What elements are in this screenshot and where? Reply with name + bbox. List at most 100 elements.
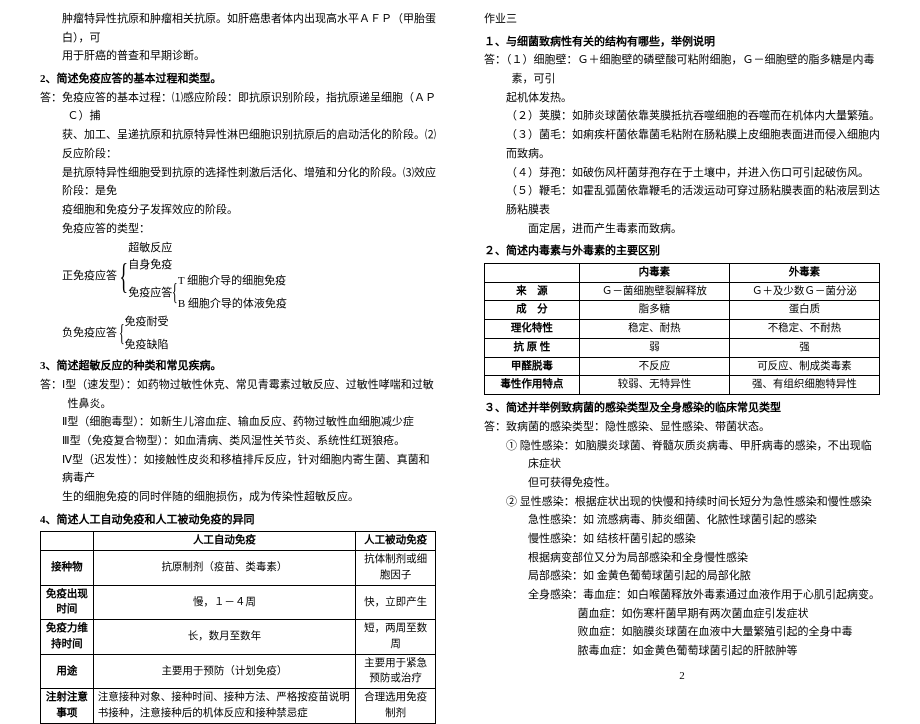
intro-line-1: 肿瘤特异性抗原和肿瘤相关抗原。如肝癌患者体内出现高水平ＡＦＰ（甲胎蛋白），可 <box>40 10 436 47</box>
t4-r0c1: 抗原制剂（疫苗、类毒素） <box>93 551 355 586</box>
q2-ans-1: 答：免疫应答的基本过程：⑴感应阶段：即抗原识别阶段，指抗原递呈细胞（ＡＰＣ）捕 <box>40 89 436 126</box>
t4-r4c1: 注意接种对象、接种时间、接种方法、严格按疫苗说明书接种，注意接种后的机体反应和接… <box>93 689 355 724</box>
q2-ans-2: 获、加工、呈递抗原和抗原特异性淋巴细胞识别抗原后的启动活化的阶段。⑵反应阶段： <box>40 126 436 163</box>
t2-r1c2: 蛋白质 <box>729 301 879 320</box>
q3-heading: 3、简述超敏反应的种类和常见疾病。 <box>40 357 436 376</box>
q2-ans-4: 疫细胞和免疫分子发挥效应的阶段。 <box>40 201 436 220</box>
t2-r0c0: 来 源 <box>485 282 580 301</box>
pos-item-2: 免疫应答 <box>128 285 172 302</box>
rq3-a7: 全身感染：毒血症：如白喉菌释放外毒素通过血液作用于心肌引起病变。 <box>484 586 880 605</box>
brace-icon: { <box>119 267 128 285</box>
t4-r1c2: 快，立即产生 <box>356 585 436 620</box>
t2-r2c0: 理化特性 <box>485 320 580 339</box>
brace-icon: { <box>172 287 178 299</box>
brace-icon: { <box>119 328 125 340</box>
t4-r2c1: 长，数月至数年 <box>93 620 355 655</box>
immune-sub-1: B 细胞介导的体液免疫 <box>178 296 287 313</box>
t4-r2c0: 免疫力维持时间 <box>41 620 94 655</box>
t2-r0c1: Ｇ－菌细胞壁裂解释放 <box>579 282 729 301</box>
intro-line-2: 用于肝癌的普查和早期诊断。 <box>40 47 436 66</box>
rq1-a2: （３）菌毛：如痢疾杆菌依靠菌毛粘附在肠粘膜上皮细胞表面进而侵入细胞内而致病。 <box>484 126 880 163</box>
rq3-a10: 脓毒血症：如金黄色葡萄球菌引起的肝脓肿等 <box>484 642 880 661</box>
rq3-a1: ① 隐性感染：如脑膜炎球菌、脊髓灰质炎病毒、甲肝病毒的感染，不出现临床症状 <box>484 437 880 474</box>
rq3-a6: 局部感染：如 金黄色葡萄球菌引起的局部化脓 <box>484 567 880 586</box>
t2-h2: 外毒素 <box>729 263 879 282</box>
q2-ans-5: 免疫应答的类型： <box>40 220 436 239</box>
t2-r2c1: 稳定、耐热 <box>579 320 729 339</box>
t2-r4c0: 甲醛脱毒 <box>485 357 580 376</box>
q2-heading: 2、简述免疫应答的基本过程和类型。 <box>40 70 436 89</box>
t4-r3c0: 用途 <box>41 654 94 689</box>
t4-r1c0: 免疫出现时间 <box>41 585 94 620</box>
t4-r1c1: 慢，１－４周 <box>93 585 355 620</box>
neg-item-0: 免疫耐受 <box>125 314 169 331</box>
table-immunity: 人工自动免疫 人工被动免疫 接种物抗原制剂（疫苗、类毒素）抗体制剂或细胞因子 免… <box>40 531 436 723</box>
page-number: 2 <box>484 667 880 686</box>
left-column: 肿瘤特异性抗原和肿瘤相关抗原。如肝癌患者体内出现高水平ＡＦＰ（甲胎蛋白），可 用… <box>0 0 460 651</box>
rq1-a0: 答：（１）细胞壁：Ｇ＋细胞壁的磷壁酸可粘附细胞，Ｇ－细胞壁的脂多糖是内毒素，可引 <box>484 51 880 88</box>
t4-r0c0: 接种物 <box>41 551 94 586</box>
t2-r3c2: 强 <box>729 338 879 357</box>
t4-h1: 人工自动免疫 <box>93 532 355 551</box>
t2-r0c2: Ｇ＋及少数Ｇ－菌分泌 <box>729 282 879 301</box>
immune-sub-children: T 细胞介导的细胞免疫 B 细胞介导的体液免疫 <box>178 273 287 312</box>
t2-r1c1: 脂多糖 <box>579 301 729 320</box>
rq3-a3: 急性感染：如 流感病毒、肺炎细菌、化脓性球菌引起的感染 <box>484 511 880 530</box>
t2-r4c1: 不反应 <box>579 357 729 376</box>
t2-r5c1: 较弱、无特异性 <box>579 376 729 395</box>
q3-ans-0: 答：Ⅰ型（速发型）：如药物过敏性休克、常见青霉素过敏反应、过敏性哮喘和过敏性鼻炎… <box>40 376 436 413</box>
homework-title: 作业三 <box>484 10 880 29</box>
q3-ans-1: Ⅱ型（细胞毒型）：如新生儿溶血症、输血反应、药物过敏性血细胞减少症 <box>40 413 436 432</box>
right-column: 作业三 １、与细菌致病性有关的结构有哪些，举例说明 答：（１）细胞壁：Ｇ＋细胞壁… <box>460 0 920 651</box>
rq3-a8: 菌血症：如伤寒杆菌早期有两次菌血症引发症状 <box>484 605 880 624</box>
rq3-a9: 败血症：如脑膜炎球菌在血液中大量繁殖引起的全身中毒 <box>484 623 880 642</box>
rq3-a4: 慢性感染：如 结核杆菌引起的感染 <box>484 530 880 549</box>
rq3-a5: 根据病变部位又分为局部感染和全身慢性感染 <box>484 549 880 568</box>
rq1-a4b: 面定居，进而产生毒素而致病。 <box>484 220 880 239</box>
rq3-a1b: 但可获得免疫性。 <box>484 474 880 493</box>
positive-tree: 正免疫应答 { 超敏反应 自身免疫 免疫应答 { T 细胞介导的细胞免疫 B 细… <box>40 240 436 312</box>
pos-item-0: 超敏反应 <box>128 240 287 257</box>
rq3-a2: ② 显性感染：根据症状出现的快慢和持续时间长短分为急性感染和慢性感染 <box>484 493 880 512</box>
t2-h1: 内毒素 <box>579 263 729 282</box>
q3-ans-3: Ⅳ型（迟发性）：如接触性皮炎和移植排斥反应，针对细胞内寄生菌、真菌和病毒产 <box>40 451 436 488</box>
neg-label: 负免疫应答 <box>62 324 117 343</box>
t4-r3c2: 主要用于紧急预防或治疗 <box>356 654 436 689</box>
pos-children: 超敏反应 自身免疫 免疫应答 { T 细胞介导的细胞免疫 B 细胞介导的体液免疫 <box>128 240 287 312</box>
t2-r5c2: 强、有组织细胞特异性 <box>729 376 879 395</box>
immune-subtree: 免疫应答 { T 细胞介导的细胞免疫 B 细胞介导的体液免疫 <box>128 273 287 312</box>
t2-r4c2: 可反应、制成类毒素 <box>729 357 879 376</box>
t2-r5c0: 毒性作用特点 <box>485 376 580 395</box>
t4-r3c1: 主要用于预防（计划免疫） <box>93 654 355 689</box>
t2-r2c2: 不稳定、不耐热 <box>729 320 879 339</box>
rq3-heading: ３、简述并举例致病菌的感染类型及全身感染的临床常见类型 <box>484 399 880 418</box>
table-toxin: 内毒素 外毒素 来 源Ｇ－菌细胞壁裂解释放Ｇ＋及少数Ｇ－菌分泌 成 分脂多糖蛋白… <box>484 263 880 395</box>
neg-children: 免疫耐受 免疫缺陷 <box>125 314 169 353</box>
t4-r4c2: 合理选用免疫制剂 <box>356 689 436 724</box>
t2-r3c0: 抗 原 性 <box>485 338 580 357</box>
t4-r2c2: 短，两周至数周 <box>356 620 436 655</box>
rq1-heading: １、与细菌致病性有关的结构有哪些，举例说明 <box>484 33 880 52</box>
t4-h0 <box>41 532 94 551</box>
t2-h0 <box>485 263 580 282</box>
t4-r4c0: 注射注意事项 <box>41 689 94 724</box>
pos-label: 正免疫应答 <box>62 267 117 286</box>
t2-r3c1: 弱 <box>579 338 729 357</box>
negative-tree: 负免疫应答 { 免疫耐受 免疫缺陷 <box>40 314 436 353</box>
rq1-a4: （５）鞭毛：如霍乱弧菌依靠鞭毛的活泼运动可穿过肠粘膜表面的粘液层到达肠粘膜表 <box>484 182 880 219</box>
q3-ans-4: 生的细胞免疫的同时伴随的细胞损伤，成为传染性超敏反应。 <box>40 488 436 507</box>
rq1-a3: （４）芽孢：如破伤风杆菌芽孢存在于土壤中，并进入伤口可引起破伤风。 <box>484 164 880 183</box>
pos-item-1: 自身免疫 <box>128 257 287 274</box>
t4-h2: 人工被动免疫 <box>356 532 436 551</box>
rq2-heading: ２、简述内毒素与外毒素的主要区别 <box>484 242 880 261</box>
q3-ans-2: Ⅲ型（免疫复合物型）：如血清病、类风湿性关节炎、系统性红斑狼疮。 <box>40 432 436 451</box>
rq3-a0: 答：致病菌的感染类型：隐性感染、显性感染、带菌状态。 <box>484 418 880 437</box>
immune-sub-0: T 细胞介导的细胞免疫 <box>178 273 287 290</box>
q2-ans-3: 是抗原特异性细胞受到抗原的选择性刺激后活化、增殖和分化的阶段。⑶效应阶段：是免 <box>40 164 436 201</box>
t2-r1c0: 成 分 <box>485 301 580 320</box>
q4-heading: 4、简述人工自动免疫和人工被动免疫的异同 <box>40 511 436 530</box>
rq1-a1: （２）荚膜：如肺炎球菌依靠荚膜抵抗吞噬细胞的吞噬而在机体内大量繁殖。 <box>484 107 880 126</box>
t4-r0c2: 抗体制剂或细胞因子 <box>356 551 436 586</box>
neg-item-1: 免疫缺陷 <box>125 337 169 354</box>
rq1-a0b: 起机体发热。 <box>484 89 880 108</box>
